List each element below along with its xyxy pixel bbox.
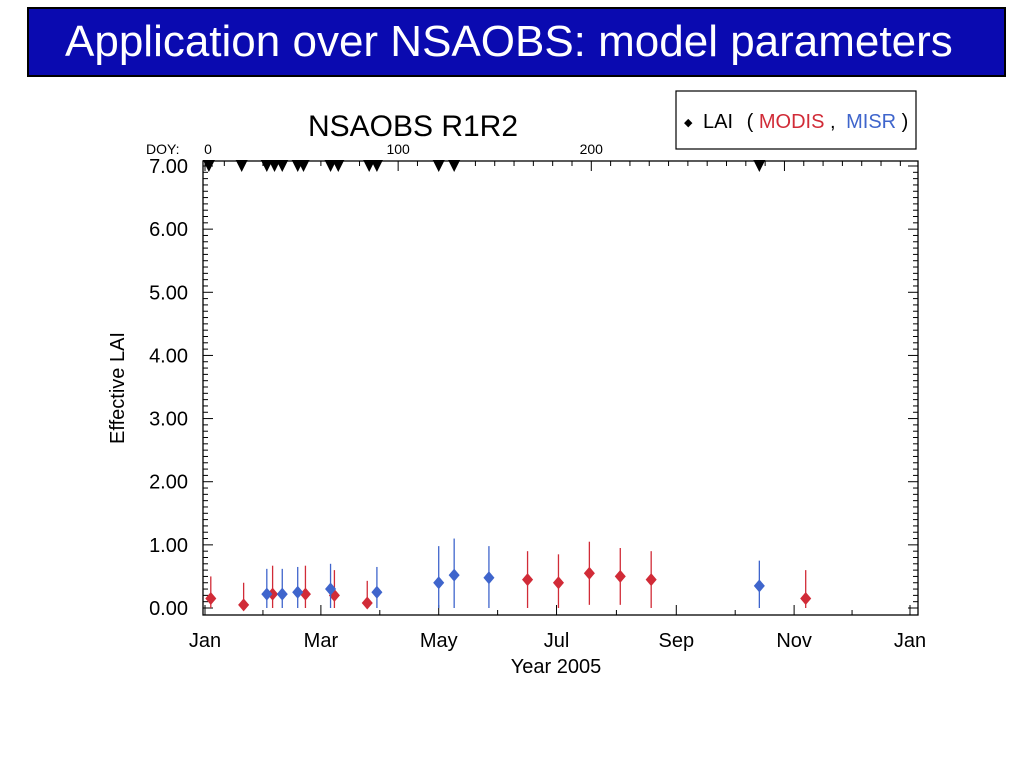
doy-marker [276,160,289,172]
modis-point [614,569,626,583]
x-tick-label: Mar [304,630,339,652]
misr-point [261,587,273,601]
doy-marker [332,160,345,172]
doy-marker [448,160,461,172]
y-tick-label: 4.00 [149,345,188,367]
legend-close-paren: ) [902,111,909,133]
modis-point [267,587,279,601]
doy-marker [235,160,248,172]
legend-box [675,90,917,150]
slide-title: Application over NSAOBS: model parameter… [27,7,1006,77]
doy-prefix: DOY: [146,141,179,157]
modis-point [800,592,812,606]
legend-separator: , [830,111,836,133]
y-tick-label: 5.00 [149,282,188,304]
legend-label: LAI [703,111,733,133]
misr-point [371,585,383,599]
doy-marker [363,160,376,172]
legend-open-paren: ( [747,111,754,133]
doy-tick-label: 100 [386,141,410,157]
modis-point [552,576,564,590]
y-tick-label: 6.00 [149,219,188,241]
modis-point [583,566,595,580]
doy-marker [260,160,273,172]
y-tick-label: 1.00 [149,535,188,557]
misr-point [433,576,445,590]
misr-point [483,571,495,585]
misr-point [448,568,460,582]
modis-point [205,592,217,606]
modis-point [361,596,373,610]
misr-point [276,587,288,601]
svg-text:◆ LAI ( MODI: ◆ LAI ( MODIS , MISR ) [684,109,908,133]
misr-point [753,579,765,593]
legend-misr: MISR [846,111,896,133]
doy-tick-label: 200 [580,141,604,157]
x-tick-label: Sep [658,630,694,652]
doy-marker [291,160,304,172]
modis-point [645,573,657,587]
misr-point [292,585,304,599]
y-tick-label: 3.00 [149,409,188,431]
y-axis-label: Effective LAI [107,332,129,444]
x-axis-label: Year 2005 [511,656,601,678]
doy-marker [324,160,337,172]
y-tick-label: 7.00 [149,156,188,178]
x-tick-label: May [420,630,458,652]
modis-point [299,587,311,601]
y-tick-label: 2.00 [149,472,188,494]
doy-marker [432,160,445,172]
chart-title: NSAOBS R1R2 [308,110,518,143]
legend-modis: MODIS [759,111,825,133]
x-tick-label: Jan [189,630,221,652]
plot-frame [202,160,919,616]
doy-marker [297,160,310,172]
legend-marker: ◆ [684,117,693,129]
doy-marker [753,160,766,172]
modis-point [238,598,250,612]
x-tick-label: Nov [776,630,812,652]
doy-marker [370,160,383,172]
legend: ◆ LAI ( MODIS , MISR ) [675,90,917,150]
modis-point [328,588,340,602]
x-tick-label: Jan [894,630,926,652]
y-tick-label: 0.00 [149,598,188,620]
doy-marker [268,160,281,172]
misr-point [325,582,337,596]
doy-tick-label: 0 [204,141,212,157]
doy-marker [202,160,215,172]
x-tick-label: Jul [544,630,570,652]
modis-point [522,573,534,587]
